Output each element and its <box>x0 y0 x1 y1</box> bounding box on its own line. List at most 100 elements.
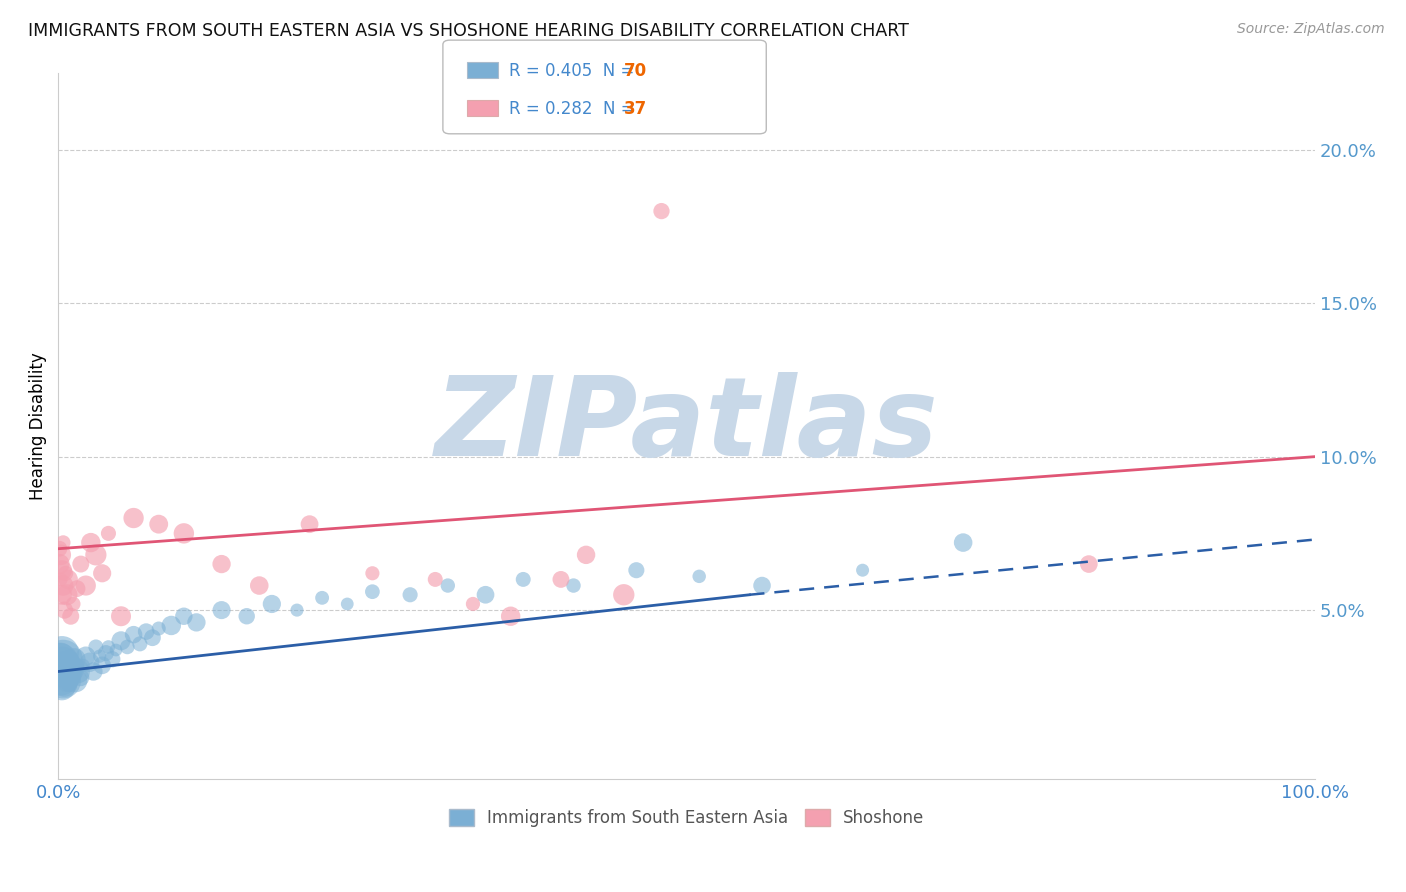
Point <box>110 609 132 624</box>
Point <box>91 566 114 581</box>
Point <box>48 541 70 556</box>
Point <box>65 673 87 688</box>
Point <box>51 658 73 673</box>
Point <box>97 640 120 654</box>
Point <box>247 578 270 592</box>
Point <box>52 578 75 592</box>
Point <box>80 535 103 549</box>
Point <box>399 588 422 602</box>
Point <box>285 603 308 617</box>
Point <box>84 548 107 562</box>
Point <box>101 652 124 666</box>
Point <box>650 204 672 219</box>
Point <box>89 649 111 664</box>
Point <box>613 588 636 602</box>
Point <box>186 615 208 630</box>
Point <box>59 658 82 673</box>
Text: IMMIGRANTS FROM SOUTH EASTERN ASIA VS SHOSHONE HEARING DISABILITY CORRELATION CH: IMMIGRANTS FROM SOUTH EASTERN ASIA VS SH… <box>28 22 910 40</box>
Text: Source: ZipAtlas.com: Source: ZipAtlas.com <box>1237 22 1385 37</box>
Text: R = 0.405  N =: R = 0.405 N = <box>509 62 640 80</box>
Point <box>48 557 70 571</box>
Text: 37: 37 <box>624 100 648 118</box>
Point <box>52 535 75 549</box>
Point <box>62 597 84 611</box>
Text: 70: 70 <box>624 62 647 80</box>
Point <box>62 667 84 681</box>
Point <box>53 677 76 691</box>
Point <box>69 671 91 685</box>
Point <box>84 640 107 654</box>
Point <box>58 655 80 669</box>
Point <box>60 661 83 675</box>
Point <box>361 566 384 581</box>
Point <box>49 649 72 664</box>
Legend: Immigrants from South Eastern Asia, Shoshone: Immigrants from South Eastern Asia, Shos… <box>441 803 931 834</box>
Point <box>117 640 139 654</box>
Point <box>474 588 496 602</box>
Point <box>67 665 90 679</box>
Point <box>56 588 79 602</box>
Point <box>562 578 585 592</box>
Point <box>49 671 72 685</box>
Point <box>211 603 233 617</box>
Point <box>59 671 82 685</box>
Point <box>55 671 77 685</box>
Point <box>852 563 875 577</box>
Point <box>75 578 97 592</box>
Point <box>52 673 75 688</box>
Y-axis label: Hearing Disability: Hearing Disability <box>30 352 46 500</box>
Point <box>1077 557 1099 571</box>
Point <box>512 573 534 587</box>
Point <box>75 649 97 664</box>
Text: ZIPatlas: ZIPatlas <box>434 373 938 479</box>
Point <box>59 609 82 624</box>
Point <box>751 578 773 592</box>
Point <box>58 667 80 681</box>
Point <box>58 665 80 679</box>
Point <box>104 643 127 657</box>
Point <box>79 655 101 669</box>
Point <box>53 665 76 679</box>
Point <box>122 511 145 525</box>
Point <box>49 573 72 587</box>
Point <box>51 588 73 602</box>
Point <box>260 597 283 611</box>
Point <box>51 563 73 577</box>
Point <box>58 677 80 691</box>
Point <box>52 652 75 666</box>
Point <box>110 633 132 648</box>
Point <box>58 573 80 587</box>
Point <box>97 526 120 541</box>
Point <box>91 658 114 673</box>
Point <box>53 603 76 617</box>
Point <box>82 665 104 679</box>
Point <box>141 631 163 645</box>
Point <box>235 609 257 624</box>
Point <box>69 557 91 571</box>
Point <box>575 548 598 562</box>
Point <box>52 661 75 675</box>
Point <box>626 563 648 577</box>
Point <box>128 637 150 651</box>
Point <box>66 661 89 675</box>
Point <box>55 566 77 581</box>
Point <box>952 535 974 549</box>
Point <box>66 582 89 596</box>
Point <box>425 573 447 587</box>
Point <box>53 655 76 669</box>
Point <box>148 517 170 532</box>
Point <box>298 517 321 532</box>
Point <box>94 646 117 660</box>
Point <box>148 622 170 636</box>
Point <box>211 557 233 571</box>
Point <box>160 618 183 632</box>
Point <box>51 646 73 660</box>
Point <box>173 609 195 624</box>
Point <box>56 673 79 688</box>
Point <box>56 661 79 675</box>
Point <box>55 658 77 673</box>
Point <box>688 569 710 583</box>
Point <box>135 624 157 639</box>
Point <box>550 573 572 587</box>
Point <box>49 548 72 562</box>
